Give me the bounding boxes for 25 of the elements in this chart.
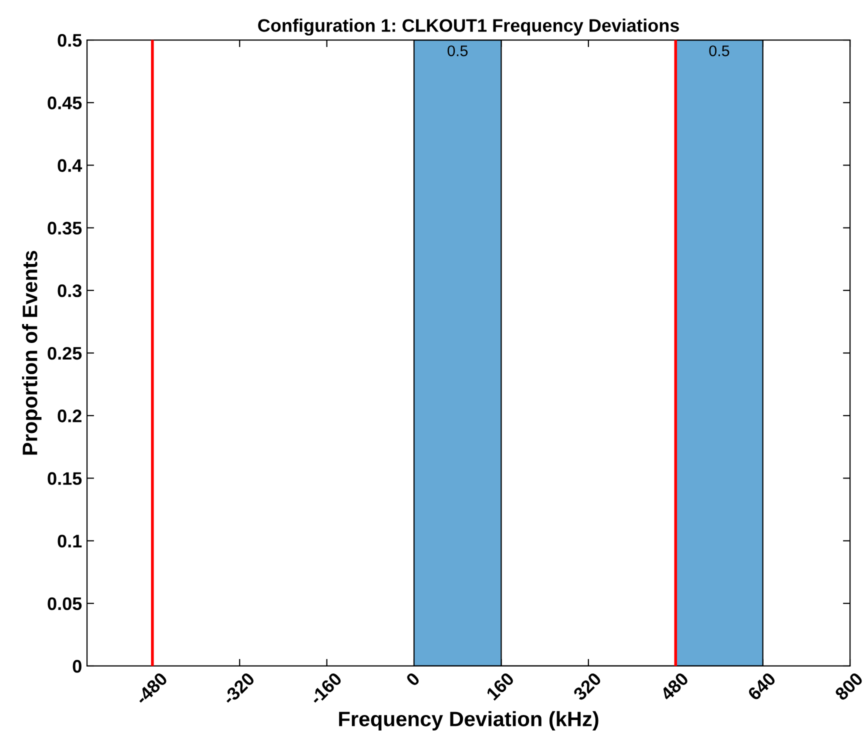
y-tick-label: 0.5 bbox=[58, 34, 82, 47]
data-label: 0.5 bbox=[448, 45, 468, 56]
y-tick-label: 0.4 bbox=[58, 159, 82, 172]
data-label: 0.5 bbox=[709, 45, 730, 56]
y-tick-label: 0.45 bbox=[48, 96, 82, 110]
chart-title: Configuration 1: CLKOUT1 Frequency Deviations bbox=[258, 18, 679, 36]
y-tick-label: 0.1 bbox=[58, 534, 82, 548]
y-tick-label: 0.05 bbox=[48, 597, 82, 610]
x-tick-label: 160 bbox=[486, 672, 515, 701]
x-tick-label: -480 bbox=[134, 672, 168, 706]
x-tick-label: 640 bbox=[747, 672, 776, 702]
x-tick-label: 0 bbox=[405, 672, 420, 687]
x-tick-label: -320 bbox=[222, 672, 256, 706]
y-tick-label: 0.15 bbox=[48, 472, 82, 485]
y-tick-label: 0.25 bbox=[48, 346, 82, 360]
x-tick-label: -160 bbox=[308, 672, 343, 706]
y-axis-title: Proportion of Events bbox=[22, 250, 42, 455]
x-tick-label: 320 bbox=[572, 672, 602, 702]
y-tick-label: 0 bbox=[72, 660, 82, 673]
y-tick-label: 0.35 bbox=[48, 222, 82, 235]
y-tick-label: 0.3 bbox=[58, 284, 82, 298]
y-tick-label: 0.2 bbox=[58, 410, 82, 422]
x-axis-title: Frequency Deviation (kHz) bbox=[339, 711, 598, 730]
x-tick-label: 800 bbox=[834, 672, 864, 702]
x-tick-label: 480 bbox=[660, 672, 690, 702]
